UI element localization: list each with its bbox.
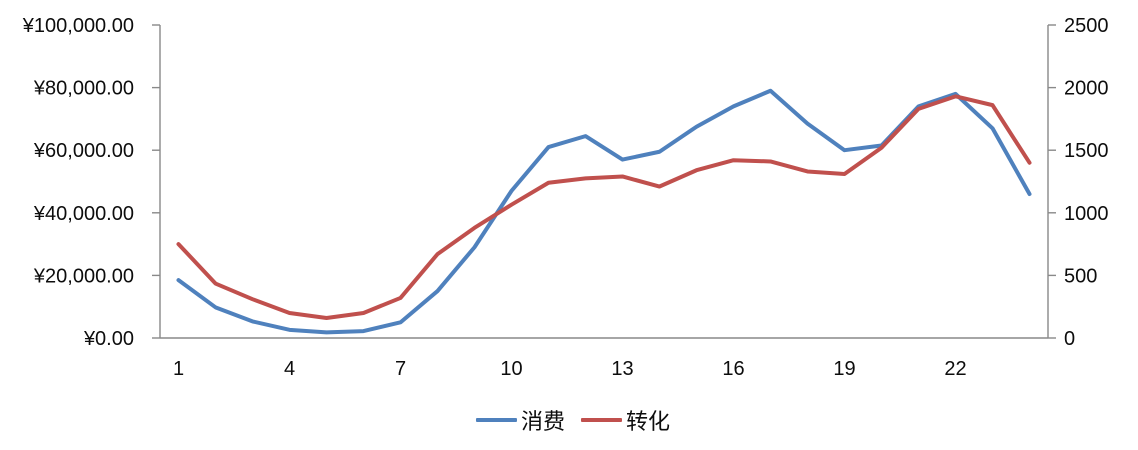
- y-axis-right-tick-label: 0: [1064, 328, 1075, 350]
- y-axis-left-tick-label: ¥80,000.00: [33, 78, 134, 100]
- legend-line-swatch-consumption: [475, 418, 517, 422]
- y-axis-left-tick-label: ¥100,000.00: [22, 15, 134, 37]
- series-line-conversion: [176, 94, 1032, 320]
- legend-line-swatch-conversion: [581, 418, 622, 422]
- y-axis-left-tick-label: ¥20,000.00: [33, 265, 134, 287]
- x-axis-tick-label: 4: [284, 358, 295, 380]
- y-axis-right-tick-label: 2500: [1064, 15, 1109, 37]
- x-axis-tick-label: 7: [395, 358, 406, 380]
- x-axis-tick-label: 16: [722, 358, 744, 380]
- legend-label-consumption: 消费: [520, 409, 565, 434]
- y-axis-left-tick-label: ¥40,000.00: [33, 203, 134, 225]
- y-axis-right-tick-label: 1000: [1064, 203, 1109, 225]
- chart-legend: 消费 转化: [475, 404, 670, 436]
- legend-item-consumption: 消费: [475, 404, 565, 436]
- legend-item-conversion: 转化: [581, 404, 670, 436]
- y-axis-left-tick-label: ¥0.00: [83, 328, 134, 350]
- y-axis-right-tick-label: 1500: [1064, 140, 1109, 162]
- legend-label-conversion: 转化: [626, 409, 671, 434]
- y-axis-right-tick-label: 2000: [1064, 78, 1109, 100]
- x-axis-tick-label: 19: [833, 358, 855, 380]
- y-axis-left-tick-label: ¥60,000.00: [33, 140, 134, 162]
- x-axis-tick-label: 1: [173, 358, 184, 380]
- y-axis-right-tick-label: 500: [1064, 265, 1097, 287]
- x-axis-tick-label: 22: [944, 358, 966, 380]
- x-axis-tick-label: 10: [500, 358, 522, 380]
- x-axis-tick-label: 13: [611, 358, 633, 380]
